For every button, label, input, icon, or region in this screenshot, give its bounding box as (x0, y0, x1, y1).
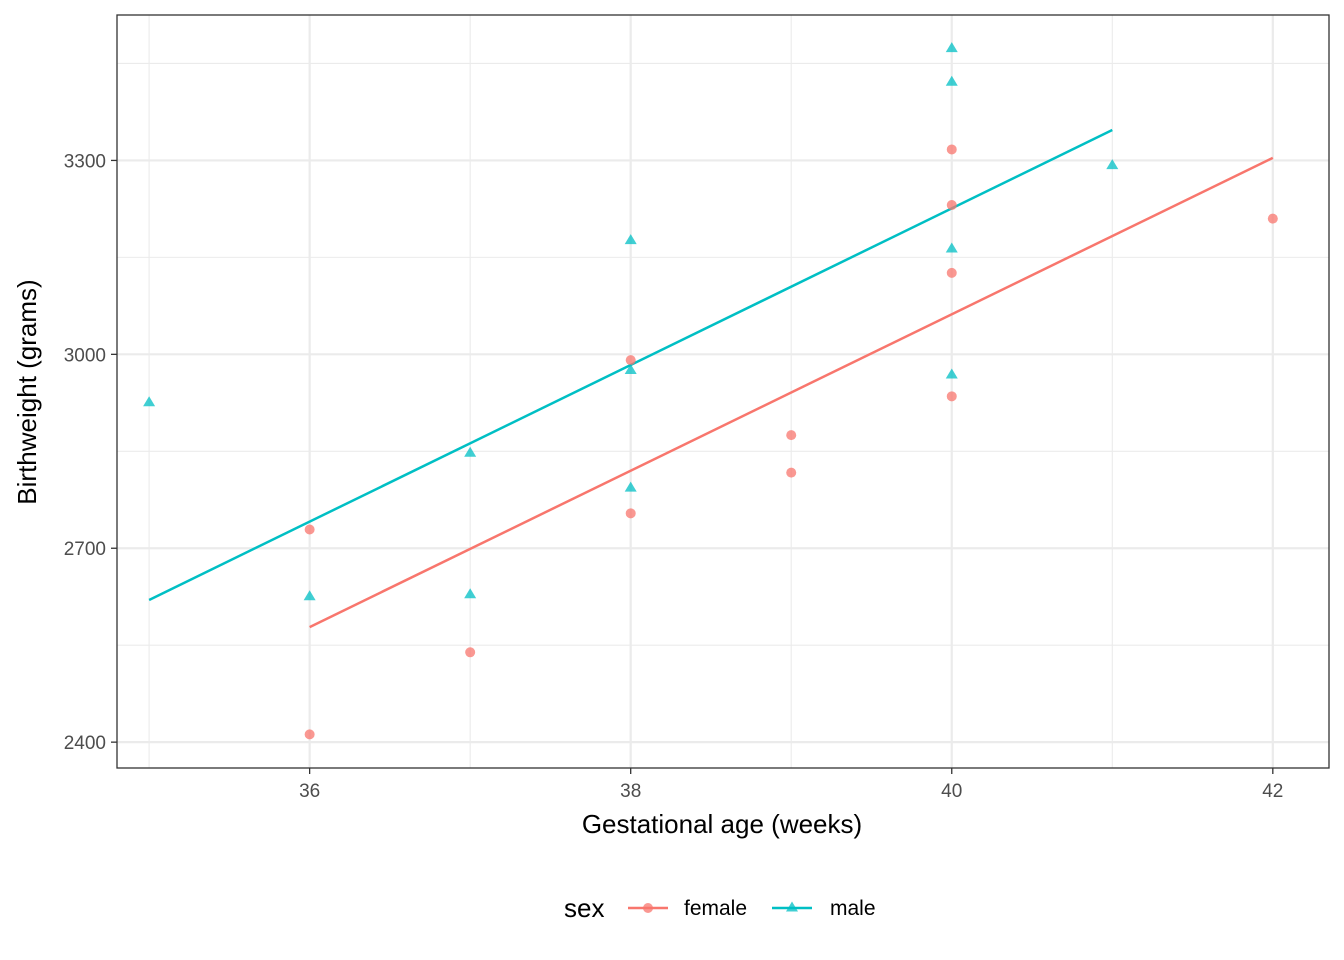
legend-label-female: female (684, 897, 747, 920)
y-tick-labels: 2400 2700 3000 3300 (64, 151, 106, 754)
point-female (946, 144, 957, 155)
plot-panel-background (117, 15, 1329, 768)
x-tick-label: 42 (1262, 781, 1283, 802)
point-male (624, 481, 637, 492)
point-female (304, 524, 315, 535)
point-male (945, 75, 958, 86)
point-female (465, 647, 476, 658)
point-male (624, 234, 637, 245)
point-female (1267, 213, 1278, 224)
y-tick-label: 2400 (64, 733, 106, 754)
legend-key-point-female (643, 903, 653, 913)
point-male (143, 396, 156, 407)
fit-line-female (309, 156, 1274, 629)
legend-item-male: male (772, 897, 876, 920)
point-female (946, 267, 957, 278)
point-male (945, 368, 958, 379)
point-female (946, 200, 957, 211)
point-female (946, 391, 957, 402)
x-tick-labels: 36 38 40 42 (299, 781, 1283, 802)
legend: sex female male (564, 893, 876, 923)
legend-key-point-male (786, 901, 798, 912)
point-male (945, 42, 958, 53)
x-tick-label: 40 (941, 781, 962, 802)
major-gridlines (117, 15, 1329, 768)
plot-panel-border (116, 14, 1330, 769)
point-female (625, 508, 636, 519)
x-tick-label: 36 (299, 781, 320, 802)
point-female (625, 355, 636, 366)
point-male (464, 588, 477, 599)
y-axis-title: Birthweight (grams) (12, 279, 42, 504)
point-male (1106, 159, 1119, 170)
point-female (786, 467, 797, 478)
point-female (304, 729, 315, 740)
y-tick-label: 2700 (64, 539, 106, 560)
axis-ticks (111, 159, 1274, 774)
y-tick-label: 3000 (64, 345, 106, 366)
point-female (786, 430, 797, 441)
data-points (143, 42, 1278, 740)
legend-label-male: male (830, 897, 876, 920)
legend-title: sex (564, 893, 604, 923)
x-tick-label: 38 (620, 781, 641, 802)
y-tick-label: 3300 (64, 151, 106, 172)
legend-item-female: female (628, 897, 747, 920)
point-male (624, 363, 637, 374)
minor-gridlines (117, 15, 1329, 768)
x-axis-title: Gestational age (weeks) (582, 809, 862, 839)
point-male (303, 590, 316, 601)
point-male (464, 446, 477, 457)
point-male (945, 242, 958, 253)
